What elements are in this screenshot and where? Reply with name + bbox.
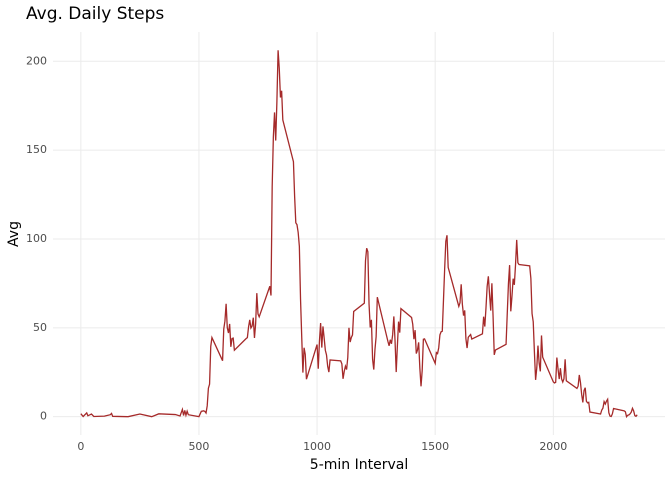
x-tick-label: 1000 — [303, 440, 331, 453]
y-tick-label: 0 — [40, 410, 47, 423]
x-tick-label: 0 — [77, 440, 84, 453]
x-tick-label: 1500 — [421, 440, 449, 453]
y-tick-label: 150 — [26, 143, 47, 156]
y-tick-label: 200 — [26, 54, 47, 67]
x-tick-label: 2000 — [539, 440, 567, 453]
y-tick-label: 50 — [33, 321, 47, 334]
x-axis-title: 5-min Interval — [310, 457, 408, 473]
y-tick-label: 100 — [26, 232, 47, 245]
x-tick-label: 500 — [188, 440, 209, 453]
line-series — [80, 50, 638, 419]
chart-title: Avg. Daily Steps — [26, 4, 164, 24]
y-axis-title: Avg — [6, 221, 22, 247]
